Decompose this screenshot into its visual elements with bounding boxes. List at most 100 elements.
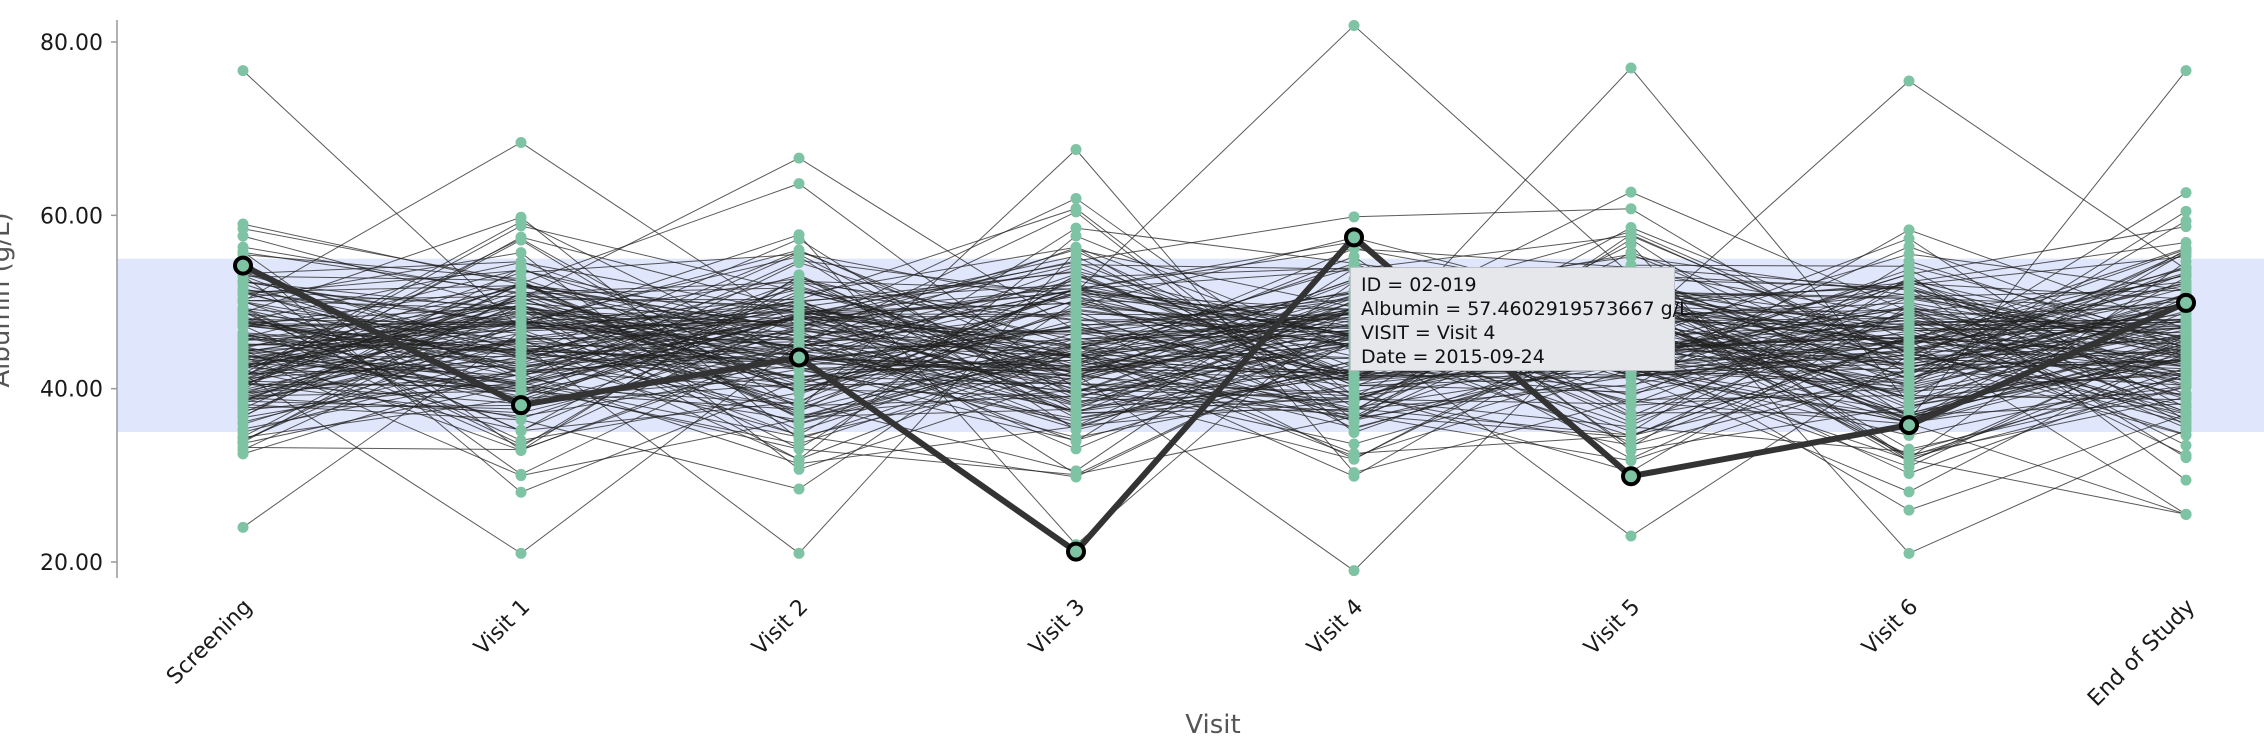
data-point — [515, 362, 527, 374]
highlight-point — [1344, 227, 1364, 248]
data-point — [1903, 321, 1915, 333]
data-point — [2180, 508, 2192, 520]
data-point — [237, 342, 249, 354]
subject-line — [242, 208, 2187, 422]
y-tick-label: 40.00 — [40, 378, 103, 403]
data-point — [1348, 438, 1360, 450]
data-point — [237, 218, 249, 230]
data-point — [1070, 324, 1082, 336]
highlight-point — [1899, 415, 1919, 436]
data-point — [1070, 230, 1082, 242]
data-point — [793, 314, 805, 326]
data-point — [2180, 244, 2192, 256]
data-point — [793, 431, 805, 443]
data-point — [1625, 62, 1637, 74]
subject-line — [242, 281, 2187, 412]
data-point — [515, 300, 527, 312]
x-tick-label: End of Study — [2083, 595, 2200, 712]
subject-line — [242, 246, 2187, 408]
data-point — [237, 388, 249, 400]
subject-line — [242, 24, 2187, 381]
data-point — [237, 287, 249, 299]
data-point — [1070, 333, 1082, 345]
data-point — [515, 316, 527, 328]
data-point — [1070, 244, 1082, 256]
data-point — [515, 351, 527, 363]
data-point — [1070, 346, 1082, 358]
x-tick-label: Visit 2 — [748, 595, 814, 661]
data-point — [1903, 241, 1915, 253]
data-point — [793, 282, 805, 294]
data-point — [1348, 250, 1360, 262]
data-point — [1070, 469, 1082, 481]
highlight-point — [789, 347, 809, 368]
data-point — [1070, 375, 1082, 387]
data-point — [237, 362, 249, 374]
data-point — [2180, 381, 2192, 393]
data-point — [237, 431, 249, 443]
data-point — [1903, 232, 1915, 244]
data-point — [793, 388, 805, 400]
subject-line — [242, 216, 2187, 468]
data-point — [1348, 565, 1360, 577]
data-point — [1903, 486, 1915, 498]
data-point — [1348, 470, 1360, 482]
data-point — [515, 257, 527, 269]
subject-line — [242, 211, 2187, 434]
subject-line — [242, 300, 2187, 528]
data-point — [793, 547, 805, 559]
data-point — [515, 137, 527, 149]
subject-line — [242, 321, 2187, 515]
x-tick-label: Visit 3 — [1025, 595, 1091, 661]
data-point — [1348, 20, 1360, 32]
subject-line — [242, 343, 2187, 414]
data-point — [515, 377, 527, 389]
subject-line — [242, 251, 2187, 415]
data-point — [793, 295, 805, 307]
data-point — [793, 375, 805, 387]
data-point — [1625, 436, 1637, 448]
subject-line — [242, 284, 2187, 385]
data-point — [1348, 450, 1360, 462]
data-point — [793, 269, 805, 281]
x-tick-label: Visit 4 — [1303, 595, 1369, 661]
y-tick-label: 60.00 — [40, 204, 103, 229]
highlighted-subject[interactable] — [233, 227, 2196, 562]
tooltip-date: Date = 2015-09-24 — [1361, 346, 1545, 368]
data-point — [1625, 400, 1637, 412]
data-point — [1070, 203, 1082, 215]
tooltip-visit: VISIT = Visit 4 — [1361, 322, 1496, 344]
data-point — [793, 152, 805, 164]
data-point — [237, 305, 249, 317]
y-axis-title: Albumin (g/L) — [0, 212, 16, 387]
highlight-point — [511, 395, 531, 416]
highlight-point — [2176, 292, 2196, 313]
highlight-point — [1066, 541, 1086, 562]
data-point — [1070, 285, 1082, 297]
data-point — [1903, 312, 1915, 324]
data-point — [1625, 530, 1637, 542]
data-point — [2180, 408, 2192, 420]
subject-line — [242, 296, 2187, 418]
data-point — [1903, 282, 1915, 294]
data-point — [793, 443, 805, 455]
subject-line — [242, 269, 2187, 474]
data-point — [2180, 429, 2192, 441]
data-point — [237, 241, 249, 253]
data-point — [2180, 187, 2192, 199]
subject-line — [242, 256, 2187, 444]
subject-line — [242, 283, 2187, 417]
subject-line — [242, 261, 2187, 375]
data-point — [2180, 205, 2192, 217]
data-point — [1070, 143, 1082, 155]
subject-line — [242, 249, 2187, 407]
subject-line — [242, 261, 2187, 416]
data-point — [1625, 228, 1637, 240]
subject-line — [242, 249, 2187, 374]
data-point — [515, 247, 527, 259]
subject-line — [242, 247, 2187, 441]
subject-line — [242, 281, 2187, 472]
data-point — [1070, 435, 1082, 447]
data-point — [793, 178, 805, 190]
data-point — [515, 233, 527, 245]
